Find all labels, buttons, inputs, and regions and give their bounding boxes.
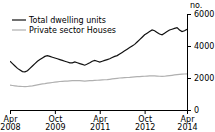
x-tick-label-line: 2009 (45, 123, 65, 132)
y-tick-label: 0 (194, 106, 199, 115)
legend-swatch (12, 29, 26, 30)
x-tick-mark (145, 110, 146, 114)
legend-swatch (12, 19, 26, 20)
legend-label: Total dwelling units (28, 16, 106, 25)
y-tick: 0 (187, 106, 199, 115)
legend-item: Private sector Houses (12, 26, 116, 35)
x-tick-label: Apr2011 (90, 115, 110, 132)
lines (10, 28, 187, 87)
x-tick-mark (100, 110, 101, 114)
x-tick-label: Oct2012 (135, 115, 155, 132)
x-tick-label: Apr2008 (0, 115, 20, 132)
y-axis: 0 2000 4000 6000 (187, 10, 214, 115)
x-tick-mark (55, 110, 56, 114)
y-tick-label: 6000 (194, 10, 214, 19)
legend: Total dwelling unitsPrivate sector House… (12, 16, 116, 35)
x-tick: Apr2011 (90, 110, 110, 132)
y-tick-label: 2000 (194, 74, 214, 83)
x-axis: Apr2008 Oct2009 Apr2011 Oct2012 Apr2014 (0, 110, 197, 132)
y-tick-mark (187, 110, 191, 111)
x-tick-label-line: 2014 (177, 123, 197, 132)
y-tick-mark (187, 14, 191, 15)
x-tick: Oct2012 (135, 110, 155, 132)
x-tick-label: Oct2009 (45, 115, 65, 132)
chart: Apr2008 Oct2009 Apr2011 Oct2012 Apr20140 2000… (0, 0, 215, 132)
legend-item: Total dwelling units (12, 16, 106, 25)
y-tick-mark (187, 46, 191, 47)
x-tick-mark (10, 110, 11, 114)
legend-label: Private sector Houses (29, 26, 116, 35)
plot: Apr2008 Oct2009 Apr2011 Oct2012 Apr20140 2000… (0, 1, 214, 132)
x-tick-label-line: 2012 (135, 123, 155, 132)
y-tick: 6000 (187, 10, 214, 19)
series-line (10, 74, 187, 87)
x-tick: Apr2008 (0, 110, 20, 132)
x-tick-label: Apr2014 (177, 115, 197, 132)
y-tick-mark (187, 78, 191, 79)
y-tick: 4000 (187, 42, 214, 51)
x-tick-label-line: 2011 (90, 123, 110, 132)
y-axis-line (188, 15, 192, 111)
x-tick-label-line: 2008 (0, 123, 20, 132)
x-tick: Oct2009 (45, 110, 65, 132)
y-tick-label: 4000 (194, 42, 214, 51)
y-tick: 2000 (187, 74, 214, 83)
y-axis-title: no. (190, 1, 202, 10)
x-axis-line (11, 111, 188, 115)
